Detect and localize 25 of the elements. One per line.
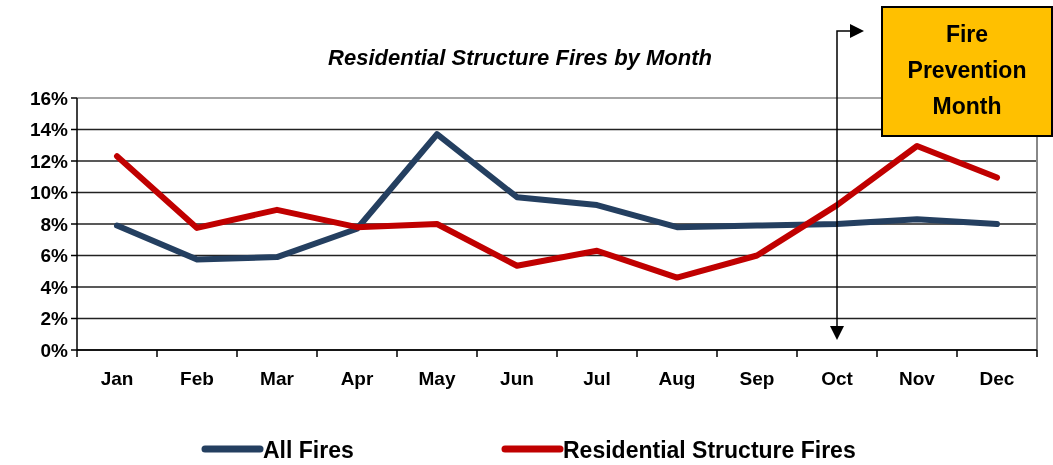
y-tick-label: 4% [40,276,69,298]
x-tick-label: May [418,368,456,389]
y-tick-label: 10% [29,182,69,204]
x-tick-label: Oct [821,368,854,389]
y-tick-label: 0% [40,339,69,361]
y-tick-label: 14% [29,119,69,141]
legend-label: Residential Structure Fires [563,437,856,464]
x-tick-label: Jul [583,368,611,389]
annotation: Fire Prevention Month [907,21,1027,119]
y-tick-label: 2% [40,308,69,330]
x-tick-label: Mar [260,368,295,389]
y-tick-label: 12% [29,150,69,172]
legend-label: All Fires [263,437,354,464]
x-tick-label: Jun [500,368,534,389]
chart-title: Residential Structure Fires by Month [328,45,712,70]
x-tick-label: Nov [899,368,936,389]
y-tick-label: 6% [40,245,69,267]
x-tick-label: Feb [180,368,214,389]
x-tick-label: Jan [100,368,134,389]
x-tick-label: Aug [658,368,696,389]
x-tick-label: Apr [340,368,374,389]
x-tick-label: Dec [979,368,1015,389]
y-tick-label: 16% [29,87,69,109]
x-tick-label: Sep [739,368,775,389]
y-tick-label: 8% [40,213,69,235]
